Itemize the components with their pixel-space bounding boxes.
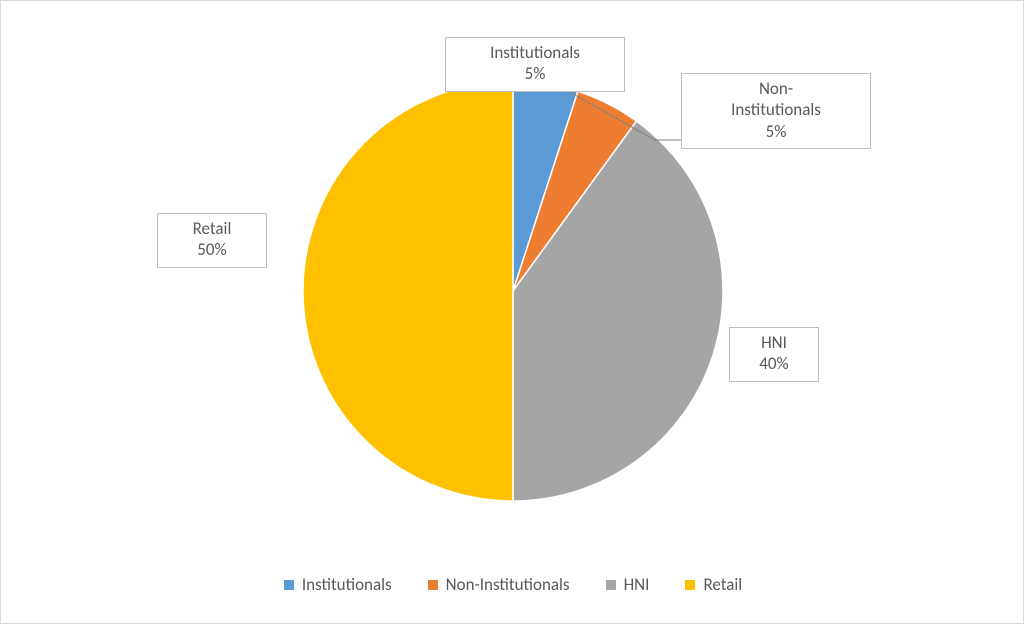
callout-institutionals: Institutionals 5%	[445, 37, 625, 92]
chart-frame: { "chart": { "type": "pie", "center": { …	[0, 0, 1024, 624]
legend: Institutionals Non-Institutionals HNI Re…	[1, 574, 1024, 595]
callout-percent: 40%	[740, 353, 808, 374]
legend-swatch	[606, 580, 616, 590]
legend-swatch	[284, 580, 294, 590]
chart-area: Institutionals 5% Non- Institutionals 5%…	[1, 1, 1024, 541]
legend-swatch	[428, 580, 438, 590]
legend-item-non-institutionals: Non-Institutionals	[428, 574, 570, 595]
callout-hni: HNI 40%	[729, 327, 819, 382]
legend-item-institutionals: Institutionals	[284, 574, 392, 595]
callout-retail: Retail 50%	[157, 213, 267, 268]
callout-label: Retail	[168, 218, 256, 239]
callout-label-line2: Institutionals	[692, 99, 860, 120]
legend-label: Institutionals	[302, 574, 392, 595]
legend-item-retail: Retail	[685, 574, 742, 595]
callout-percent: 50%	[168, 239, 256, 260]
pie-slice	[303, 81, 513, 501]
callout-percent: 5%	[456, 63, 614, 84]
callout-non-institutionals: Non- Institutionals 5%	[681, 73, 871, 149]
legend-item-hni: HNI	[606, 574, 650, 595]
callout-label-line1: Non-	[692, 78, 860, 99]
legend-label: Non-Institutionals	[446, 574, 570, 595]
legend-label: Retail	[703, 574, 742, 595]
callout-percent: 5%	[692, 121, 860, 142]
callout-label: Institutionals	[456, 42, 614, 63]
callout-label: HNI	[740, 332, 808, 353]
legend-label: HNI	[624, 574, 650, 595]
legend-swatch	[685, 580, 695, 590]
